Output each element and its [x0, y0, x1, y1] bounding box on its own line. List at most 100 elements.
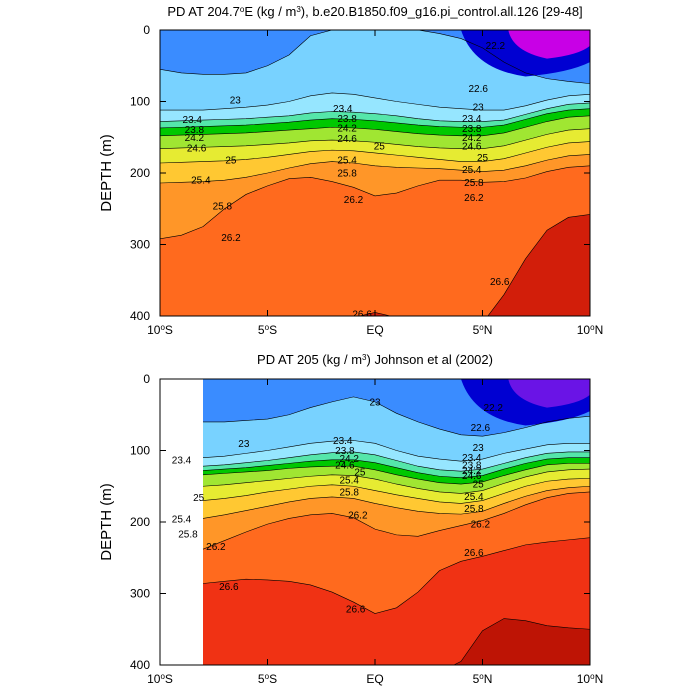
y-tick-label: 100: [130, 444, 150, 458]
y-tick-label: 200: [130, 515, 150, 529]
contour-label: 25.4: [339, 475, 359, 486]
contour-label: 26.2: [221, 233, 241, 244]
contour-label: 24.6: [462, 141, 482, 152]
y-tick-label: 100: [130, 95, 150, 109]
contour-label: 22.6: [468, 84, 488, 95]
y-tick-label: 0: [143, 23, 150, 37]
contour-label: 25.8: [464, 178, 484, 189]
contour-label: 25: [193, 493, 205, 504]
chart-title-1: PD AT 204.7oE (kg / m3), b.e20.B1850.f09…: [167, 4, 582, 19]
contour-label: 25: [354, 467, 366, 478]
contour-label: 23: [473, 443, 485, 454]
contour-label: 23: [369, 397, 381, 408]
isopycnal-line: [202, 491, 590, 550]
isopycnal-line: [160, 128, 590, 149]
contour-label: 25.8: [213, 201, 233, 212]
fresh-water-core: [508, 30, 590, 59]
isopycnal-line: [202, 457, 590, 478]
contour-label: 23: [230, 96, 242, 107]
contour-label: 25: [225, 156, 237, 167]
y-tick-label: 0: [143, 372, 150, 386]
x-tick-label: 5oS: [258, 672, 277, 687]
contour-label: 25.8: [464, 504, 484, 515]
contour-label: 25: [477, 153, 489, 164]
isopycnal-line: [160, 108, 590, 129]
isopycnal-line: [203, 396, 590, 437]
x-tick-label: 10oN: [577, 672, 603, 687]
y-axis-label-1: DEPTH (m): [98, 134, 115, 212]
contour-label: 22.2: [484, 403, 504, 414]
chart-1: PD AT 204.7oE (kg / m3), b.e20.B1850.f09…: [98, 4, 603, 337]
contour-label: 25.4: [462, 165, 482, 176]
isopycnal-line: [160, 115, 590, 137]
y-tick-label: 400: [130, 658, 150, 672]
x-tick-label: 5oN: [473, 323, 493, 338]
contour-label: 24.2: [462, 466, 482, 477]
contour-label: 24.2: [339, 454, 359, 465]
contour-label: 24.6: [187, 143, 207, 154]
isopycnal-line: [202, 485, 590, 519]
contour-label: 25.4: [172, 515, 192, 526]
contour-label: 23: [473, 103, 485, 114]
contour-label: 25: [374, 141, 386, 152]
contour-label: 23.4: [172, 455, 192, 466]
isopycnal-line: [202, 468, 590, 494]
isopycnal-line: [202, 451, 590, 472]
y-axis-label-2: DEPTH (m): [98, 483, 115, 561]
contour-label: 26.6: [464, 548, 484, 559]
fresh-water-core: [508, 379, 590, 408]
contour-label: 23.4: [462, 453, 482, 464]
x-tick-label: 10oS: [147, 323, 173, 338]
contour-label: 26.2: [464, 193, 484, 204]
isopycnal-line: [160, 92, 590, 111]
y-tick-label: 300: [130, 238, 150, 252]
y-tick-label: 400: [130, 309, 150, 323]
contour-label: 25.8: [178, 530, 198, 541]
x-tick-label: 5oS: [258, 323, 277, 338]
contour-label: 23.8: [462, 460, 482, 471]
x-tick-label: 5oN: [473, 672, 493, 687]
chart-title-2: PD AT 205 (kg / m3) Johnson et al (2002): [257, 352, 493, 367]
isopycnal-line: [160, 102, 590, 122]
contour-label: 23.8: [462, 124, 482, 135]
isopycnal-line: [160, 141, 590, 164]
contour-label: 22.6: [471, 423, 491, 434]
contour-label: 24.2: [185, 133, 205, 144]
contour-label: 23: [238, 439, 250, 450]
y-tick-label: 300: [130, 587, 150, 601]
x-tick-label: 10oN: [577, 323, 603, 338]
contour-label: 23.4: [462, 114, 482, 125]
contour-label: 22.2: [486, 41, 506, 52]
contour-label: 23.8: [335, 446, 355, 457]
contour-label: 25.8: [337, 169, 357, 180]
isopycnal-line: [202, 537, 590, 614]
isopycnal-line: [202, 440, 590, 462]
contour-label: 24.2: [462, 133, 482, 144]
x-tick-label: EQ: [366, 672, 383, 686]
contour-label: 24.2: [337, 123, 357, 134]
x-tick-label: 10oS: [147, 672, 173, 687]
isopycnal-line: [160, 30, 590, 84]
x-tick-label: EQ: [366, 323, 383, 337]
contour-label: 26.6: [346, 605, 366, 616]
contour-label: 23.4: [333, 104, 353, 115]
contour-label: 26.6: [219, 582, 239, 593]
isopycnal-line: [202, 463, 590, 485]
contour-label: 25: [473, 480, 485, 491]
contour-label: 26.2: [348, 510, 368, 521]
contour-label: 23.4: [333, 436, 353, 447]
contour-label: 23.8: [337, 114, 357, 125]
contour-label: 26.2: [471, 520, 491, 531]
contour-label: 25.8: [339, 487, 359, 498]
contour-label: 23.4: [183, 115, 203, 126]
contour-label: 24.6: [335, 460, 355, 471]
contour-label: 25.4: [191, 176, 211, 187]
contour-label: 25.4: [464, 492, 484, 503]
isopycnal-line: [202, 478, 590, 504]
isopycnal-line: [453, 618, 590, 665]
contour-label: 26.2: [206, 542, 226, 553]
y-tick-label: 200: [130, 166, 150, 180]
contour-label: 26.6: [352, 309, 372, 320]
